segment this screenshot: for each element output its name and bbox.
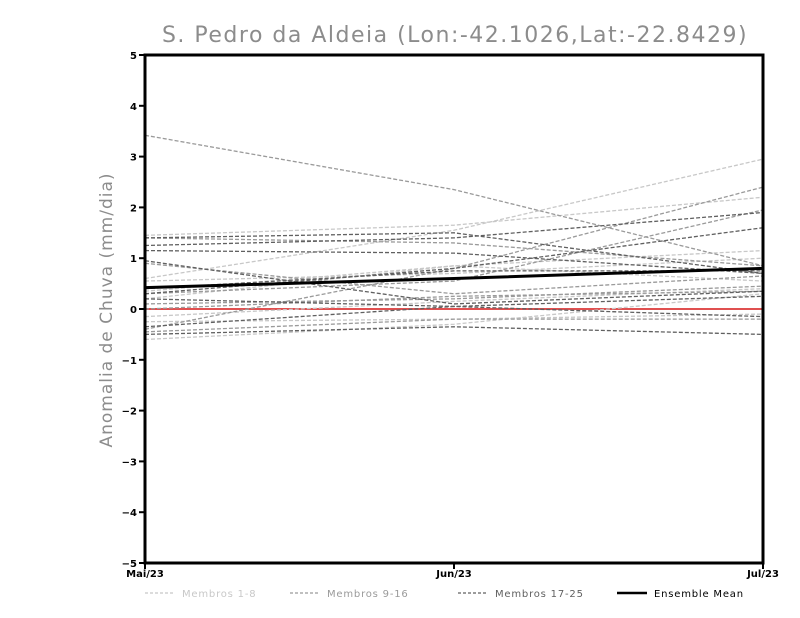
x-tick-label: Mai/23 [126,569,164,580]
y-axis-label: Anomalia de Chuva (mm/dia) [97,172,117,447]
legend-label: Membros 17-25 [495,589,584,600]
member-series-line [144,305,764,328]
axis-ticks: −5 −4 −3 −2 −1 0 1 2 3 4 5 Mai/23 Jun/23 Jul/23 [122,51,779,580]
y-tick-label: −4 [122,508,137,519]
legend-label: Membros 1-8 [182,589,256,600]
ensemble-mean-line [144,266,764,290]
member-series-line [144,262,764,295]
y-tick-label: −1 [122,356,137,367]
plot-frame [143,53,765,565]
y-tick-label: 1 [130,254,137,265]
y-tick-label: 0 [130,305,137,316]
legend-label: Ensemble Mean [654,589,744,600]
x-tick-label: Jul/23 [746,569,779,580]
member-series-line [144,209,764,295]
member-series-layer [144,134,764,341]
y-tick-label: 3 [130,153,137,164]
y-tick-label: −3 [122,457,137,468]
ensemble-mean-layer [144,266,764,290]
member-series-line [144,249,764,275]
member-series-line [144,186,764,330]
member-series-line [144,288,764,318]
member-series-line [144,265,764,300]
member-series-line [144,158,764,280]
chart-title: S. Pedro da Aldeia (Lon:-42.1026,Lat:-22… [162,23,748,48]
y-tick-label: 2 [130,203,137,214]
y-tick-label: −5 [122,559,137,570]
x-tick-label: Jun/23 [435,569,472,580]
member-series-line [144,270,763,290]
member-series-line [144,134,764,267]
member-series-line [144,285,764,305]
member-series-line [144,257,764,282]
member-series-line [144,326,764,336]
legend: Membros 1-8 Membros 9-16 Membros 17-25 Ense… [145,589,744,600]
y-tick-label: 5 [130,51,137,62]
legend-label: Membros 9-16 [327,589,409,600]
y-tick-label: −2 [122,407,137,418]
member-series-line [144,293,764,341]
member-series-line [144,260,764,305]
member-series-line [144,318,763,333]
member-series-line [144,232,764,275]
y-tick-label: 4 [130,102,137,113]
member-series-line [144,290,764,310]
member-series-line [144,211,764,247]
member-series-line [144,237,764,267]
member-series-line [144,196,764,236]
